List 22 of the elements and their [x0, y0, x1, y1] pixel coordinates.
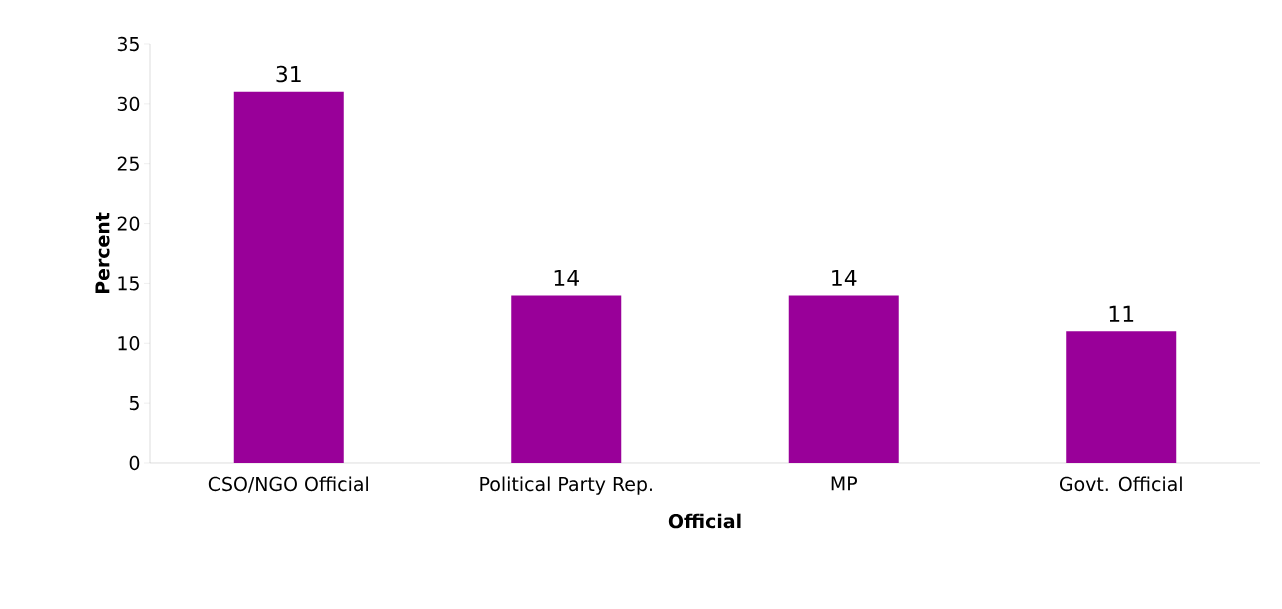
data-label: 11	[1109, 305, 1134, 322]
x-tick-label: Political Party Rep.	[480, 476, 652, 495]
bar	[511, 295, 622, 463]
y-tick-label: 20	[117, 216, 140, 231]
bar	[233, 91, 344, 463]
y-tick-label: 35	[117, 36, 139, 52]
y-tick-label: 30	[117, 96, 140, 111]
x-tick-label: CSO/NGO Official	[208, 476, 368, 493]
data-label: 31	[276, 65, 301, 83]
x-tick-label: Govt. Official	[1059, 476, 1182, 492]
y-tick-label: 0	[129, 455, 140, 471]
data-label: 14	[554, 269, 579, 286]
x-axis-title: Official	[668, 513, 741, 529]
y-tick-label: 5	[129, 396, 139, 411]
y-tick-label: 25	[117, 156, 139, 171]
x-tick-label: MP	[831, 476, 857, 491]
bar	[788, 295, 899, 463]
y-axis-title: Percent	[95, 212, 110, 294]
bar	[1066, 331, 1177, 463]
data-label: 14	[832, 269, 857, 286]
y-tick-label: 10	[118, 336, 140, 351]
y-tick-label: 15	[118, 276, 139, 291]
